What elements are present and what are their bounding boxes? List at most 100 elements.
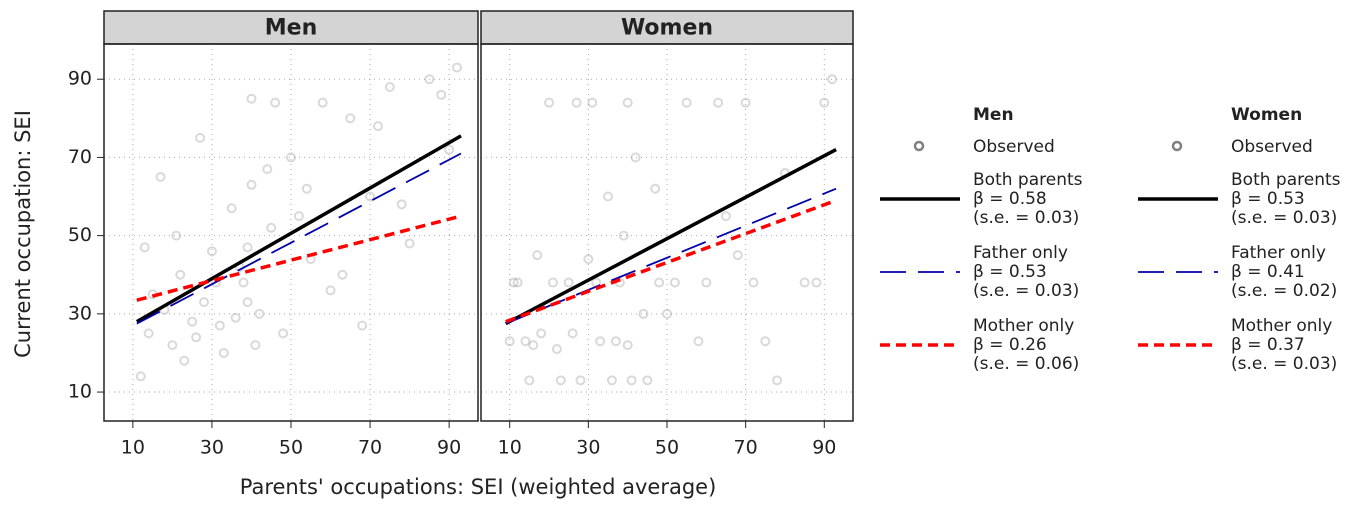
y-tick-label: 50 xyxy=(68,224,92,246)
observed-point xyxy=(195,132,206,143)
legend-title: Men xyxy=(973,105,1014,125)
observed-point xyxy=(230,312,241,323)
fit-line xyxy=(505,187,837,325)
observed-point xyxy=(626,375,637,386)
strip xyxy=(480,10,854,45)
observed-point xyxy=(662,308,672,319)
observed-point xyxy=(286,152,296,163)
x-tick-label: 70 xyxy=(358,437,382,459)
observed-point xyxy=(571,97,582,108)
y-tick-label: 70 xyxy=(68,146,92,168)
observed-point xyxy=(638,308,649,319)
observed-point xyxy=(317,97,328,108)
observed-point xyxy=(606,375,617,386)
x-tick-label: 10 xyxy=(498,437,522,459)
observed-point xyxy=(372,121,383,132)
x-axis-label: Parents' occupations: SEI (weighted aver… xyxy=(240,475,717,499)
legend-coef: β = 0.41 xyxy=(1231,262,1305,282)
legend-se: (s.e. = 0.03) xyxy=(1231,208,1337,228)
observed-point xyxy=(436,89,447,100)
observed-point xyxy=(528,340,539,351)
legend-label: Observed xyxy=(973,137,1055,157)
observed-point xyxy=(772,375,783,386)
observed-point xyxy=(555,375,566,386)
legend-label: Both parents xyxy=(1231,170,1341,190)
y-tick-label: 10 xyxy=(68,381,92,403)
observed-point xyxy=(520,336,531,347)
x-tick-label: 30 xyxy=(200,437,224,459)
observed-point xyxy=(171,230,182,241)
legend-coef: β = 0.58 xyxy=(973,189,1047,209)
observed-point xyxy=(799,277,810,288)
observed-point xyxy=(357,320,368,331)
x-tick-label: 70 xyxy=(734,437,758,459)
observed-point xyxy=(827,74,838,85)
legend-label: Father only xyxy=(1231,243,1326,263)
observed-point xyxy=(345,113,356,124)
observed-point xyxy=(278,328,289,339)
observed-point xyxy=(270,97,281,108)
observed-point xyxy=(524,375,535,386)
fit-line xyxy=(136,152,462,325)
observed-point xyxy=(301,183,312,194)
observed-point xyxy=(266,222,277,233)
x-tick-label: 50 xyxy=(279,437,303,459)
fit-line xyxy=(504,148,837,326)
legend-se: (s.e. = 0.06) xyxy=(973,354,1079,374)
observed-point xyxy=(293,211,304,222)
legend-coef: β = 0.37 xyxy=(1231,335,1305,355)
observed-point xyxy=(622,97,633,108)
x-tick-label: 30 xyxy=(576,437,600,459)
legend-label: Mother only xyxy=(973,316,1074,336)
legend-point xyxy=(913,140,925,152)
observed-point xyxy=(701,277,712,288)
observed-point xyxy=(135,371,146,382)
observed-point xyxy=(242,242,253,253)
y-axis-label: Current occupation: SEI xyxy=(11,110,35,358)
observed-point xyxy=(214,320,225,331)
observed-point xyxy=(567,328,578,339)
observed-point xyxy=(404,238,415,249)
observed-point xyxy=(218,347,229,358)
legend-coef: β = 0.53 xyxy=(973,262,1047,282)
observed-point xyxy=(325,285,336,296)
legend-se: (s.e. = 0.02) xyxy=(1231,281,1337,301)
observed-point xyxy=(365,191,376,202)
observed-point xyxy=(452,62,463,73)
observed-point xyxy=(179,355,190,366)
observed-point xyxy=(167,340,178,351)
panel-title: Men xyxy=(265,16,317,41)
observed-point xyxy=(669,277,680,288)
y-tick-label: 30 xyxy=(68,302,92,324)
observed-point xyxy=(654,277,665,288)
fit-line xyxy=(505,198,837,324)
observed-point xyxy=(610,336,621,347)
legend-se: (s.e. = 0.03) xyxy=(973,281,1079,301)
x-tick-label: 10 xyxy=(121,437,145,459)
legend-label: Father only xyxy=(973,243,1068,263)
observed-point xyxy=(206,246,217,257)
legend-point xyxy=(1171,140,1183,152)
x-tick-label: 90 xyxy=(437,437,461,459)
observed-point xyxy=(504,336,515,347)
observed-point xyxy=(713,97,724,108)
observed-point xyxy=(226,203,237,214)
observed-point xyxy=(563,277,574,288)
strip xyxy=(103,10,479,45)
observed-point xyxy=(143,328,154,339)
observed-point xyxy=(246,93,257,104)
observed-point xyxy=(583,254,594,265)
panel-frame xyxy=(480,43,854,422)
legend-title: Women xyxy=(1231,105,1302,125)
observed-point xyxy=(720,211,731,222)
legend-label: Observed xyxy=(1231,137,1313,157)
panel-frame xyxy=(103,43,479,422)
observed-point xyxy=(740,97,751,108)
observed-point xyxy=(595,336,606,347)
panel-title: Women xyxy=(621,16,713,41)
x-tick-label: 50 xyxy=(655,437,679,459)
observed-point xyxy=(191,332,202,343)
x-tick-label: 90 xyxy=(812,437,836,459)
observed-point xyxy=(587,97,598,108)
observed-point xyxy=(575,375,586,386)
